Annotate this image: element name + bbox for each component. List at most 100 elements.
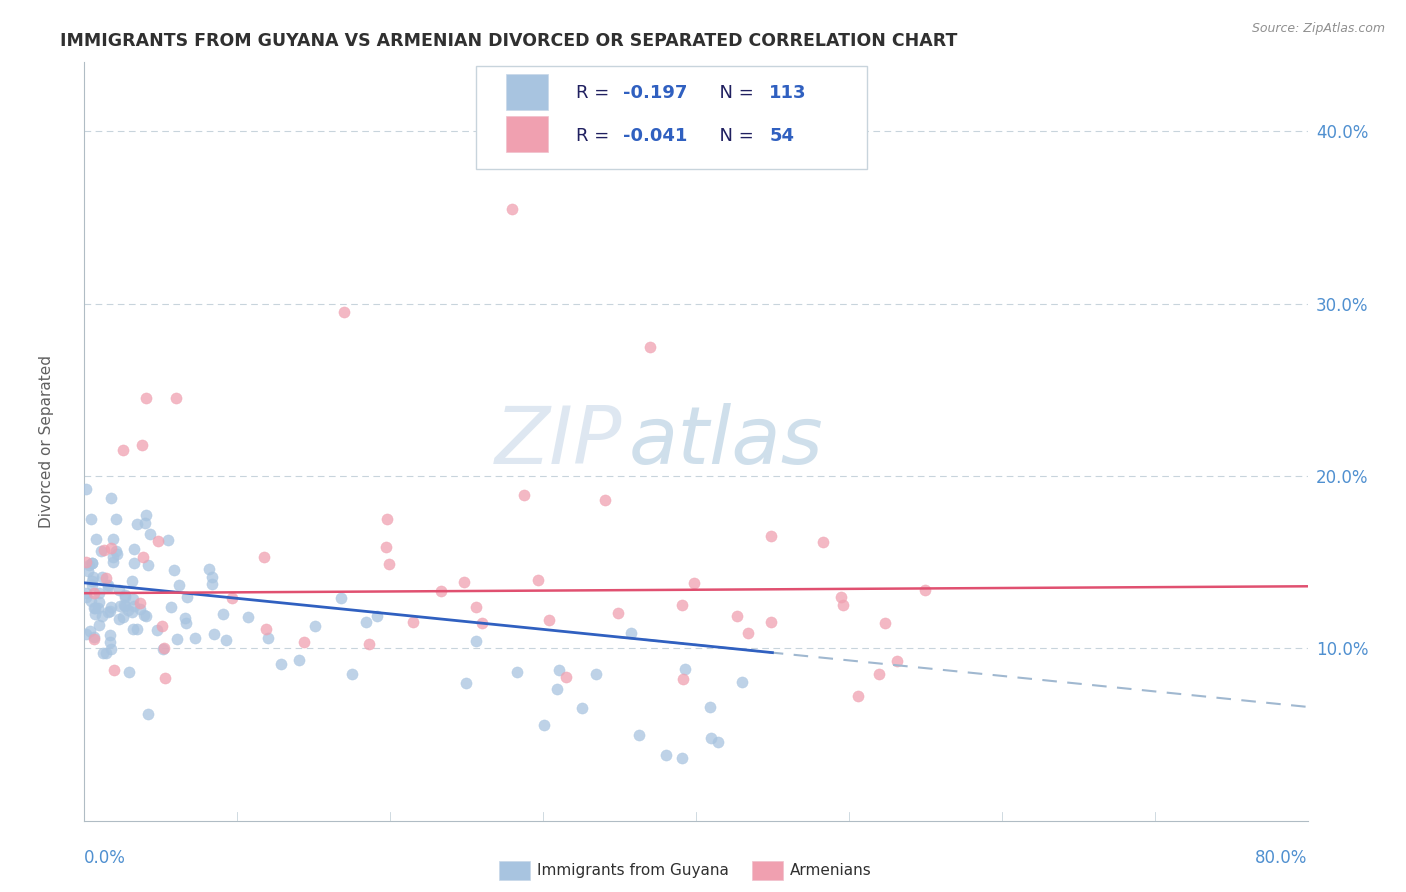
Point [80,594,103,608]
Point [75,555,97,569]
Point [682,576,704,591]
Point [333,305,356,319]
Bar [506,116,548,153]
Point [811,535,834,549]
Point [585,667,607,681]
Text: R =: R = [576,85,614,103]
Point [129,596,152,610]
Point [103,555,125,569]
Point [700,731,723,745]
Point [725,609,748,624]
Point [454,675,477,690]
Point [121,574,143,588]
Point [83,586,105,600]
Point [546,681,568,696]
Point [105,543,128,558]
Point [221,591,243,606]
Point [378,557,401,571]
Bar [506,74,548,111]
Point [93,542,115,557]
Point [869,667,891,681]
Point [80,557,103,571]
Point [125,516,148,531]
Point [83,601,105,615]
Point [215,633,238,648]
Point [105,511,128,525]
Point [359,637,381,651]
Point [731,674,754,689]
Point [176,590,198,604]
Text: N =: N = [709,128,759,145]
Point [166,632,188,646]
Point [502,202,524,216]
Point [638,340,661,354]
Point [165,392,187,406]
Point [253,550,276,565]
Point [114,590,136,604]
Point [292,635,315,649]
Point [100,541,122,555]
Point [453,574,475,589]
Point [122,623,145,637]
Point [848,689,870,703]
Point [122,599,145,613]
Point [152,642,174,657]
Point [75,590,97,604]
Point [129,602,152,616]
Point [112,599,135,613]
Point [80,556,103,570]
Text: R =: R = [576,128,614,145]
Point [97,578,120,592]
Point [111,609,134,624]
Point [153,640,176,655]
Point [105,547,128,561]
Point [97,580,120,594]
Point [82,574,104,588]
Point [134,516,156,530]
Point [114,599,136,614]
Point [82,578,104,592]
Point [87,601,110,615]
Point [159,600,181,615]
Point [830,591,852,605]
Text: -0.041: -0.041 [623,128,688,145]
Point [174,611,197,625]
Point [211,607,233,621]
Text: 54: 54 [769,128,794,145]
Point [174,615,197,630]
Point [470,615,492,630]
Point [108,582,131,597]
Point [111,443,134,458]
Point [82,570,104,584]
Point [131,438,153,452]
Point [270,657,292,671]
Point [555,670,578,684]
Point [184,632,207,646]
Point [873,616,896,631]
Point [79,624,101,638]
Point [537,613,560,627]
Point [465,633,488,648]
Point [150,619,173,633]
Text: IMMIGRANTS FROM GUYANA VS ARMENIAN DIVORCED OR SEPARATED CORRELATION CHART: IMMIGRANTS FROM GUYANA VS ARMENIAN DIVOR… [60,32,957,50]
Point [132,549,155,564]
Point [759,615,782,630]
Text: N =: N = [709,85,759,103]
Point [97,605,120,619]
Point [118,665,141,679]
Point [402,615,425,630]
Point [138,527,160,541]
Point [304,619,326,633]
Point [121,592,143,607]
Point [671,751,693,765]
Point [167,578,190,592]
Point [329,591,352,605]
Point [110,599,132,613]
Text: Source: ZipAtlas.com: Source: ZipAtlas.com [1251,22,1385,36]
Point [83,632,105,646]
Point [145,624,167,638]
Point [202,627,225,641]
Point [157,533,180,547]
Point [100,491,122,505]
Point [100,600,122,615]
